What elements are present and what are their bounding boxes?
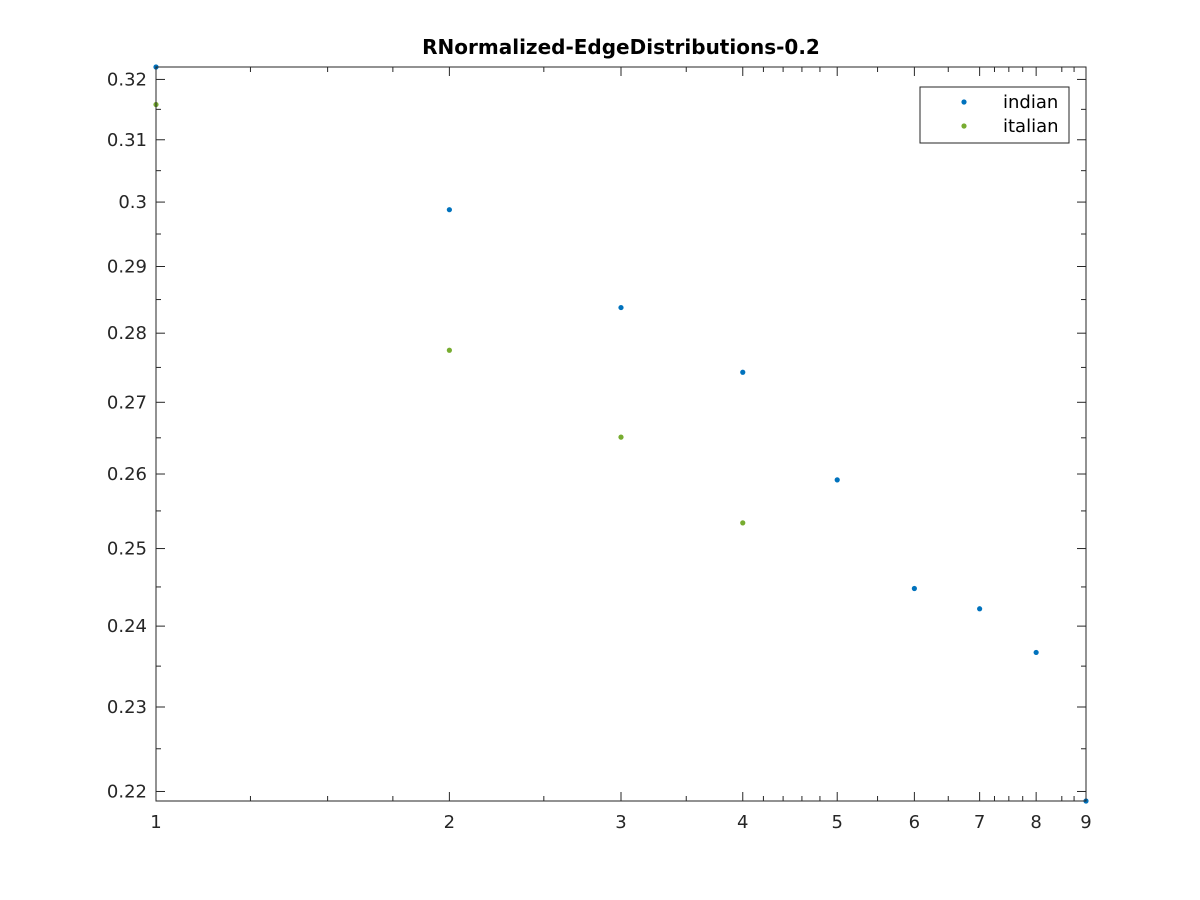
y-tick-label: 0.32 — [107, 69, 147, 90]
plot-area-frame — [155, 66, 1087, 802]
y-tick-label: 0.31 — [107, 130, 147, 151]
x-tick-labels: 1 2 3 4 5 6 7 8 9 — [150, 812, 1091, 833]
x-tick-label: 5 — [831, 812, 842, 833]
point-italian — [446, 347, 452, 353]
y-tick-label: 0.24 — [107, 616, 147, 637]
y-tick-label: 0.26 — [107, 464, 147, 485]
y-tick-labels: 0.22 0.23 0.24 0.25 0.26 0.27 0.28 0.29 0.3 0.31 0… — [107, 69, 147, 802]
x-tick-label: 7 — [974, 812, 985, 833]
y-tick-label: 0.23 — [107, 697, 147, 718]
x-tick-label: 8 — [1030, 812, 1041, 833]
legend-marker-italian — [961, 123, 967, 129]
y-tick-label: 0.28 — [107, 323, 147, 344]
x-tick-label: 3 — [615, 812, 626, 833]
x-tick-label: 2 — [444, 812, 455, 833]
x-tick-label: 6 — [909, 812, 920, 833]
point-indian — [977, 606, 983, 612]
y-tick-label: 0.25 — [107, 539, 147, 560]
axis-ticks — [155, 67, 1087, 801]
point-indian — [911, 585, 917, 592]
y-tick-label: 0.3 — [118, 192, 147, 213]
legend-marker-indian — [961, 99, 967, 105]
x-tick-label: 1 — [150, 812, 161, 833]
x-tick-label: 9 — [1080, 812, 1091, 833]
x-tick-label: 4 — [737, 812, 748, 833]
y-tick-label: 0.29 — [107, 256, 147, 277]
point-italian — [618, 434, 624, 440]
legend-box — [919, 86, 1070, 144]
point-indian — [834, 477, 840, 483]
y-tick-label: 0.27 — [107, 392, 147, 413]
legend: indian italian — [919, 86, 1070, 144]
point-indian — [740, 369, 746, 375]
legend-label-italian: italian — [1003, 116, 1059, 137]
chart-title: RNormalized-EdgeDistributions-0.2 — [422, 35, 820, 59]
point-italian — [740, 520, 746, 526]
point-indian — [1033, 649, 1039, 656]
legend-label-indian: indian — [1003, 92, 1058, 113]
y-tick-label: 0.22 — [107, 781, 147, 802]
point-indian — [446, 207, 452, 213]
point-indian — [618, 304, 624, 311]
